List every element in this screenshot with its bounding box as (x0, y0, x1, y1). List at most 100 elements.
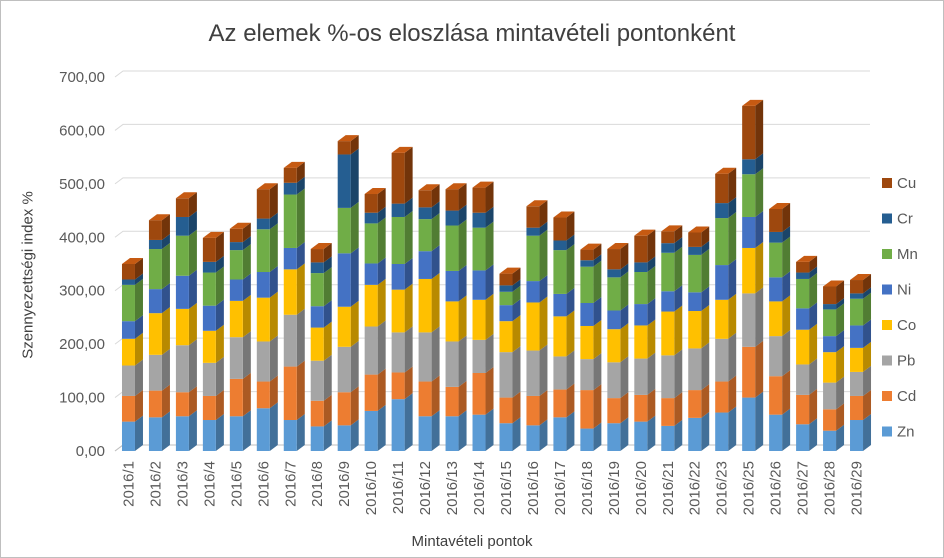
bar-2016/18-Pb (580, 353, 602, 391)
bar-2016/6-Ni (256, 266, 278, 298)
bar-2016/8-Co (310, 321, 332, 361)
bar-2016/3-Pb (175, 339, 197, 393)
y-tick-label: 200,00 (59, 336, 105, 353)
bar-2016/28-Mn (823, 303, 845, 337)
x-tick-label: 2016/5 (228, 461, 245, 507)
y-tick-label: 100,00 (59, 390, 105, 407)
x-tick-labels: 2016/1 2016/2 2016/3 2016/4 2016/5 2016/6 2016… (120, 461, 865, 515)
bar-2016/2-Cu (148, 214, 170, 240)
bar-2016/9-Cr (337, 148, 359, 208)
x-tick-label: 2016/4 (201, 461, 218, 507)
x-tick-label: 2016/10 (363, 461, 380, 515)
bar-2016/18-Mn (580, 260, 602, 304)
bar-2016/29-Co (850, 341, 872, 372)
bar-2016/19-Pb (607, 356, 629, 399)
bar-2016/2-Pb (148, 348, 170, 391)
bar-2016/16-Ni (526, 275, 548, 303)
legend-label: Pb (897, 353, 915, 370)
y-tick-label: 300,00 (59, 283, 105, 300)
bar-2016/23-Co (715, 293, 737, 339)
bar-2016/29-Pb (850, 365, 872, 396)
bar-2016/7-Zn (283, 414, 305, 451)
bar-2016/29-Mn (850, 292, 872, 326)
bar-2016/1-Co (121, 332, 143, 366)
bar-2016/21-Cr (661, 237, 683, 253)
legend-item-cr: Cr (882, 211, 913, 228)
bar-2016/5-Cr (229, 236, 251, 251)
bar-2016/10-Cu (364, 188, 386, 213)
bar-2016/29-Cr (850, 287, 872, 299)
bar-2016/2-Mn (148, 243, 170, 290)
bar-2016/27-Co (796, 323, 818, 365)
bar-2016/12-Co (418, 272, 440, 333)
bar-2016/16-Pb (526, 344, 548, 396)
x-tick-label: 2016/26 (768, 461, 785, 515)
legend: Cu Cr Mn Ni Co Pb Cd Zn (882, 175, 918, 441)
x-tick-label: 2016/29 (849, 461, 866, 515)
x-tick-label: 2016/17 (552, 461, 569, 515)
y-tick-label: 600,00 (59, 122, 105, 139)
legend-label: Cr (897, 211, 913, 228)
bar-2016/26-Ni (769, 271, 791, 302)
bar-2016/16-Co (526, 296, 548, 351)
bar-2016/7-Co (283, 263, 305, 315)
x-tick-label: 2016/9 (336, 461, 353, 507)
x-tick-label: 2016/22 (687, 461, 704, 515)
bar-2016/9-Co (337, 300, 359, 347)
x-tick-label: 2016/23 (714, 461, 731, 515)
bar-2016/19-Zn (607, 417, 629, 451)
bar-2016/12-Cd (418, 375, 440, 417)
bar-2016/5-Cu (229, 222, 251, 243)
legend-item-cd: Cd (882, 388, 916, 405)
bar-2016/11-Co (391, 283, 413, 333)
bar-2016/7-Mn (283, 188, 305, 248)
bar-2016/25-Zn (742, 391, 764, 451)
bar-2016/5-Ni (229, 273, 251, 301)
bar-2016/2-Zn (148, 411, 170, 451)
bar-2016/17-Cd (553, 383, 575, 418)
bar-2016/11-Mn (391, 210, 413, 264)
bar-2016/21-Cu (661, 225, 683, 244)
bar-2016/4-Zn (202, 414, 224, 451)
bar-2016/10-Mn (364, 217, 386, 264)
bar-2016/7-Cr (283, 176, 305, 195)
bar-2016/13-Cr (445, 204, 467, 226)
bar-2016/14-Cd (472, 366, 494, 415)
bar-2016/25-Cd (742, 340, 764, 398)
bar-2016/8-Pb (310, 354, 332, 401)
bar-2016/1-Zn (121, 415, 143, 451)
legend-label: Co (897, 317, 916, 334)
bar-2016/27-Pb (796, 358, 818, 395)
bar-2016/22-Zn (688, 411, 710, 451)
gridline (114, 70, 870, 78)
x-axis-label: Mintavételi pontok (411, 533, 533, 550)
bar-2016/5-Pb (229, 331, 251, 379)
bar-2016/3-Zn (175, 410, 197, 451)
bar-2016/19-Cd (607, 392, 629, 424)
bar-2016/8-Ni (310, 300, 332, 328)
bar-2016/29-Cu (850, 274, 872, 294)
bar-2016/25-Mn (742, 168, 764, 217)
bar-2016/27-Cd (796, 388, 818, 425)
bar-2016/22-Cd (688, 384, 710, 418)
x-tick-label: 2016/27 (795, 461, 812, 515)
bar-2016/1-Cu (121, 258, 143, 280)
bar-2016/17-Pb (553, 350, 575, 390)
gridline (114, 123, 870, 131)
bar-2016/19-Cr (607, 263, 629, 278)
bar-2016/20-Ni (634, 298, 656, 326)
bar-2016/9-Cu (337, 135, 359, 155)
bar-2016/5-Cd (229, 372, 251, 417)
legend-item-pb: Pb (882, 353, 915, 370)
bar-2016/12-Ni (418, 245, 440, 279)
bar-2016/14-Pb (472, 333, 494, 373)
bar-2016/11-Cr (391, 197, 413, 217)
bar-2016/18-Cu (580, 243, 602, 261)
bar-2016/27-Ni (796, 302, 818, 330)
bar-2016/10-Zn (364, 404, 386, 451)
bar-2016/18-Co (580, 319, 602, 360)
legend-label: Ni (897, 282, 911, 299)
bar-2016/3-Cr (175, 210, 197, 236)
bar-2016/21-Cd (661, 392, 683, 426)
bar-2016/23-Cr (715, 197, 737, 219)
